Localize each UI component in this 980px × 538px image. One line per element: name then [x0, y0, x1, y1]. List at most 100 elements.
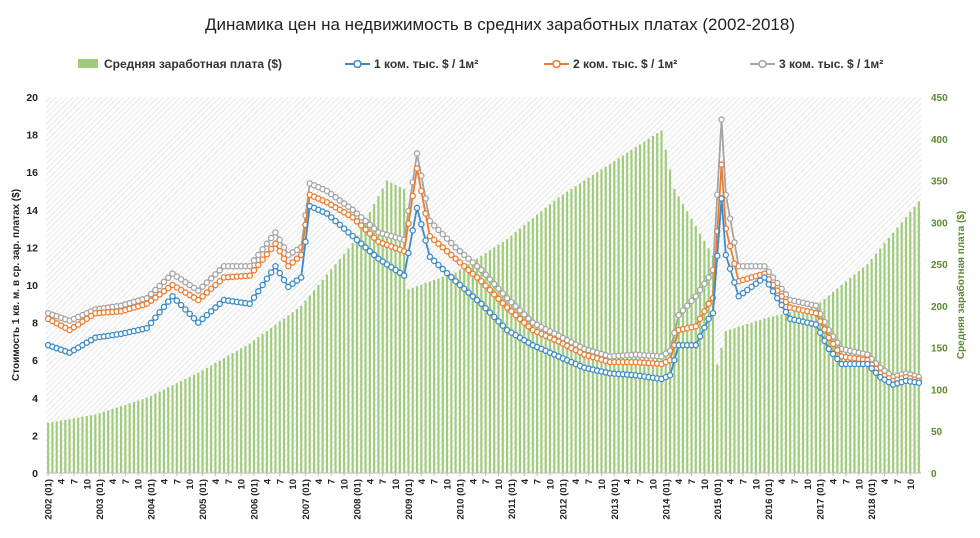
salary-bar [484, 252, 487, 473]
data-point [263, 251, 271, 258]
x-tick-label: 7 [841, 479, 852, 484]
salary-bar [415, 286, 419, 473]
data-point [761, 274, 768, 281]
data-point [521, 311, 528, 318]
data-point [164, 274, 172, 282]
x-tick-label: 2009 (01) [404, 479, 415, 520]
data-point [508, 298, 515, 306]
data-point [152, 314, 159, 321]
salary-bar [141, 399, 144, 473]
data-point [726, 215, 734, 222]
data-point [679, 307, 687, 314]
data-point [340, 225, 348, 232]
x-tick-label: 4 [777, 478, 788, 484]
salary-bar [514, 232, 517, 473]
salary-bar [124, 404, 127, 473]
salary-bar [849, 278, 852, 473]
salary-bar [836, 288, 839, 473]
salary-bar [231, 353, 234, 473]
data-point [156, 282, 163, 290]
salary-bar [566, 191, 569, 473]
salary-bar [47, 422, 50, 473]
x-tick-label: 4 [520, 478, 531, 484]
data-point [147, 319, 155, 327]
data-point [349, 232, 356, 240]
y-tick-label: 14 [26, 205, 38, 217]
data-point [825, 334, 833, 341]
data-point [499, 290, 507, 297]
data-point [302, 238, 309, 246]
salary-bar [904, 217, 908, 473]
x-tick-label: 10 [82, 479, 93, 490]
data-point [456, 247, 464, 255]
salary-bar [767, 317, 770, 473]
salary-bar [428, 281, 431, 473]
y-tick-label: 6 [32, 355, 38, 367]
salary-bar [819, 302, 822, 473]
data-point [731, 260, 738, 267]
salary-bar [360, 227, 363, 473]
data-point [366, 247, 374, 255]
y2-tick-label: 350 [931, 177, 948, 188]
salary-bar [64, 419, 67, 473]
data-point [255, 251, 262, 259]
salary-bar [789, 312, 792, 473]
salary-bar [892, 232, 895, 473]
x-tick-label: 4 [417, 478, 428, 484]
data-point [714, 252, 721, 260]
data-point [765, 281, 772, 288]
y-tick-label: 2 [32, 430, 38, 442]
y-axis-left-title: Стоимость 1 кв. м. в ср. зар. платах ($) [11, 189, 22, 381]
data-point [722, 251, 730, 259]
data-point [752, 280, 760, 287]
data-point [482, 271, 489, 278]
x-tick-label: 10 [443, 479, 454, 490]
salary-bar [608, 163, 612, 473]
salary-bar [411, 287, 414, 473]
data-point [169, 270, 176, 277]
salary-bar [669, 169, 672, 473]
data-point [272, 240, 279, 247]
data-point [267, 245, 275, 253]
salary-bar [218, 360, 221, 473]
salary-bar [883, 243, 886, 473]
x-tick-label: 10 [597, 479, 608, 490]
data-point [460, 251, 468, 259]
x-tick-label: 4 [468, 478, 479, 484]
x-axis: 2002 (01) 4 7 10 2003 (01) 4 7 10 2004 (01) 4 7 10 2… [44, 473, 917, 520]
x-tick-label: 10 [494, 479, 505, 490]
salary-bar [857, 271, 860, 473]
data-point [778, 301, 785, 309]
salary-bar [270, 327, 273, 473]
data-point [448, 251, 455, 259]
data-point [255, 288, 262, 295]
data-point [323, 187, 331, 195]
data-point [147, 297, 155, 304]
data-point [499, 299, 507, 307]
data-point [443, 247, 451, 255]
data-point [821, 337, 828, 345]
data-point [83, 315, 91, 323]
data-point [469, 270, 477, 277]
salary-bar [450, 273, 453, 473]
data-point [452, 255, 459, 262]
data-point [345, 229, 352, 236]
data-point [375, 255, 382, 262]
salary-bar [137, 400, 140, 473]
data-point [358, 222, 365, 229]
data-point [516, 315, 524, 323]
data-point [160, 303, 168, 311]
x-tick-label: 7 [224, 479, 235, 484]
data-point [512, 303, 519, 310]
salary-bar [210, 365, 213, 473]
data-point [216, 277, 223, 285]
data-point [460, 262, 468, 270]
data-point [276, 269, 284, 277]
data-point [418, 187, 425, 195]
salary-bar [171, 385, 174, 473]
data-point [915, 379, 923, 387]
legend-label-2k: 2 ком. тыс. $ / 1м² [573, 57, 677, 71]
data-point [829, 340, 837, 348]
salary-bar [621, 155, 624, 474]
